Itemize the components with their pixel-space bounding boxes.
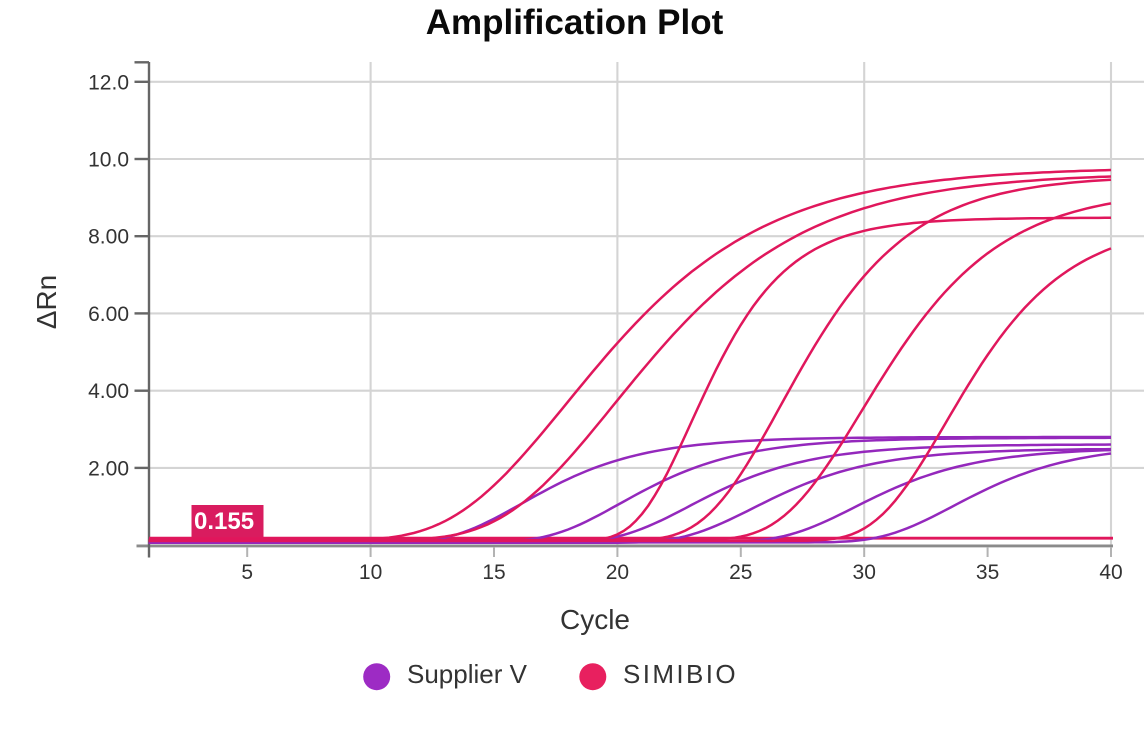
svg-text:Supplier V: Supplier V [407, 659, 528, 689]
svg-text:15: 15 [482, 561, 505, 584]
svg-text:40: 40 [1099, 561, 1122, 584]
svg-text:0.155: 0.155 [194, 508, 254, 535]
svg-text:6.00: 6.00 [88, 303, 129, 326]
svg-text:4.00: 4.00 [88, 380, 129, 403]
svg-text:30: 30 [853, 561, 876, 584]
svg-text:20: 20 [606, 561, 629, 584]
svg-text:2.00: 2.00 [88, 457, 129, 480]
svg-text:25: 25 [729, 561, 752, 584]
svg-text:10: 10 [359, 561, 382, 584]
svg-text:35: 35 [976, 561, 999, 584]
svg-text:Cycle: Cycle [560, 604, 630, 635]
svg-text:SIMIBIO: SIMIBIO [623, 659, 738, 689]
svg-text:5: 5 [241, 561, 253, 584]
svg-text:ΔRn: ΔRn [31, 275, 62, 330]
svg-text:10.0: 10.0 [88, 149, 129, 172]
svg-text:Amplification Plot: Amplification Plot [426, 3, 724, 42]
svg-text:12.0: 12.0 [88, 71, 129, 94]
svg-text:8.00: 8.00 [88, 226, 129, 249]
